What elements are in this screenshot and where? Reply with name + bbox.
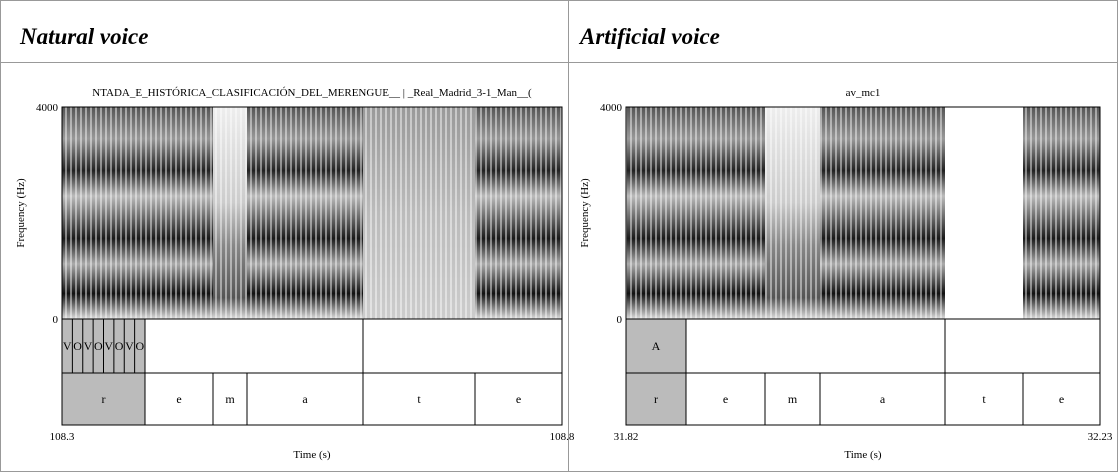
spectrogram-texture bbox=[363, 107, 475, 319]
tier-interval bbox=[61, 372, 146, 426]
spectrogram-texture bbox=[1023, 107, 1100, 319]
spectrogram-texture bbox=[686, 107, 765, 319]
y-tick-label: 0 bbox=[617, 314, 623, 326]
tier-label: e bbox=[176, 392, 181, 406]
tier-label: m bbox=[788, 392, 798, 406]
tier-label: t bbox=[982, 392, 986, 406]
tier-label: r bbox=[654, 392, 658, 406]
spectrogram-texture bbox=[475, 107, 562, 319]
tier-label: r bbox=[102, 392, 106, 406]
y-axis-label: Frequency (Hz) bbox=[15, 178, 27, 248]
tier-label: a bbox=[880, 392, 886, 406]
x-axis-label: Time (s) bbox=[293, 449, 331, 461]
tier-label: O bbox=[94, 339, 103, 353]
spectrogram-texture bbox=[765, 107, 820, 319]
tier-label: V bbox=[125, 339, 134, 353]
spectrogram-texture bbox=[145, 107, 213, 319]
spectrogram-texture bbox=[247, 107, 363, 319]
tier-label: O bbox=[73, 339, 82, 353]
x-axis-label: Time (s) bbox=[844, 449, 882, 461]
spectrogram-texture bbox=[626, 107, 686, 319]
plot-frame bbox=[61, 106, 563, 426]
x-tick-label: 32.23 bbox=[1088, 431, 1113, 443]
tier-label: t bbox=[417, 392, 421, 406]
spectrogram-texture bbox=[213, 107, 247, 319]
tier-interval bbox=[625, 372, 687, 426]
tier-label: V bbox=[104, 339, 113, 353]
y-tick-label: 0 bbox=[53, 314, 59, 326]
x-tick-label: 108.3 bbox=[50, 431, 75, 443]
tier-interval bbox=[625, 318, 687, 374]
spectrogram-texture bbox=[820, 107, 945, 319]
tier-label: V bbox=[63, 339, 72, 353]
tier-label: A bbox=[652, 339, 661, 353]
tier-label: a bbox=[302, 392, 308, 406]
tier-label: e bbox=[1059, 392, 1064, 406]
tier-label: e bbox=[516, 392, 521, 406]
tier-label: O bbox=[135, 339, 144, 353]
tier-label: O bbox=[115, 339, 124, 353]
plot-frame bbox=[625, 106, 1101, 426]
x-tick-label: 31.82 bbox=[614, 431, 639, 443]
x-tick-label: 108.8 bbox=[550, 431, 575, 443]
y-tick-label: 4000 bbox=[36, 102, 59, 114]
plot-title: av_mc1 bbox=[846, 87, 881, 99]
panel-header: Natural voice bbox=[19, 24, 148, 49]
plot-title: NTADA_E_HISTÓRICA_CLASIFICACIÓN_DEL_MERE… bbox=[92, 87, 532, 99]
tier-label: V bbox=[84, 339, 93, 353]
panel-header: Artificial voice bbox=[578, 24, 720, 49]
y-tick-label: 4000 bbox=[600, 102, 623, 114]
spectrogram-texture bbox=[62, 107, 145, 319]
tier-label: e bbox=[723, 392, 728, 406]
y-axis-label: Frequency (Hz) bbox=[579, 178, 591, 248]
tier-label: m bbox=[225, 392, 235, 406]
